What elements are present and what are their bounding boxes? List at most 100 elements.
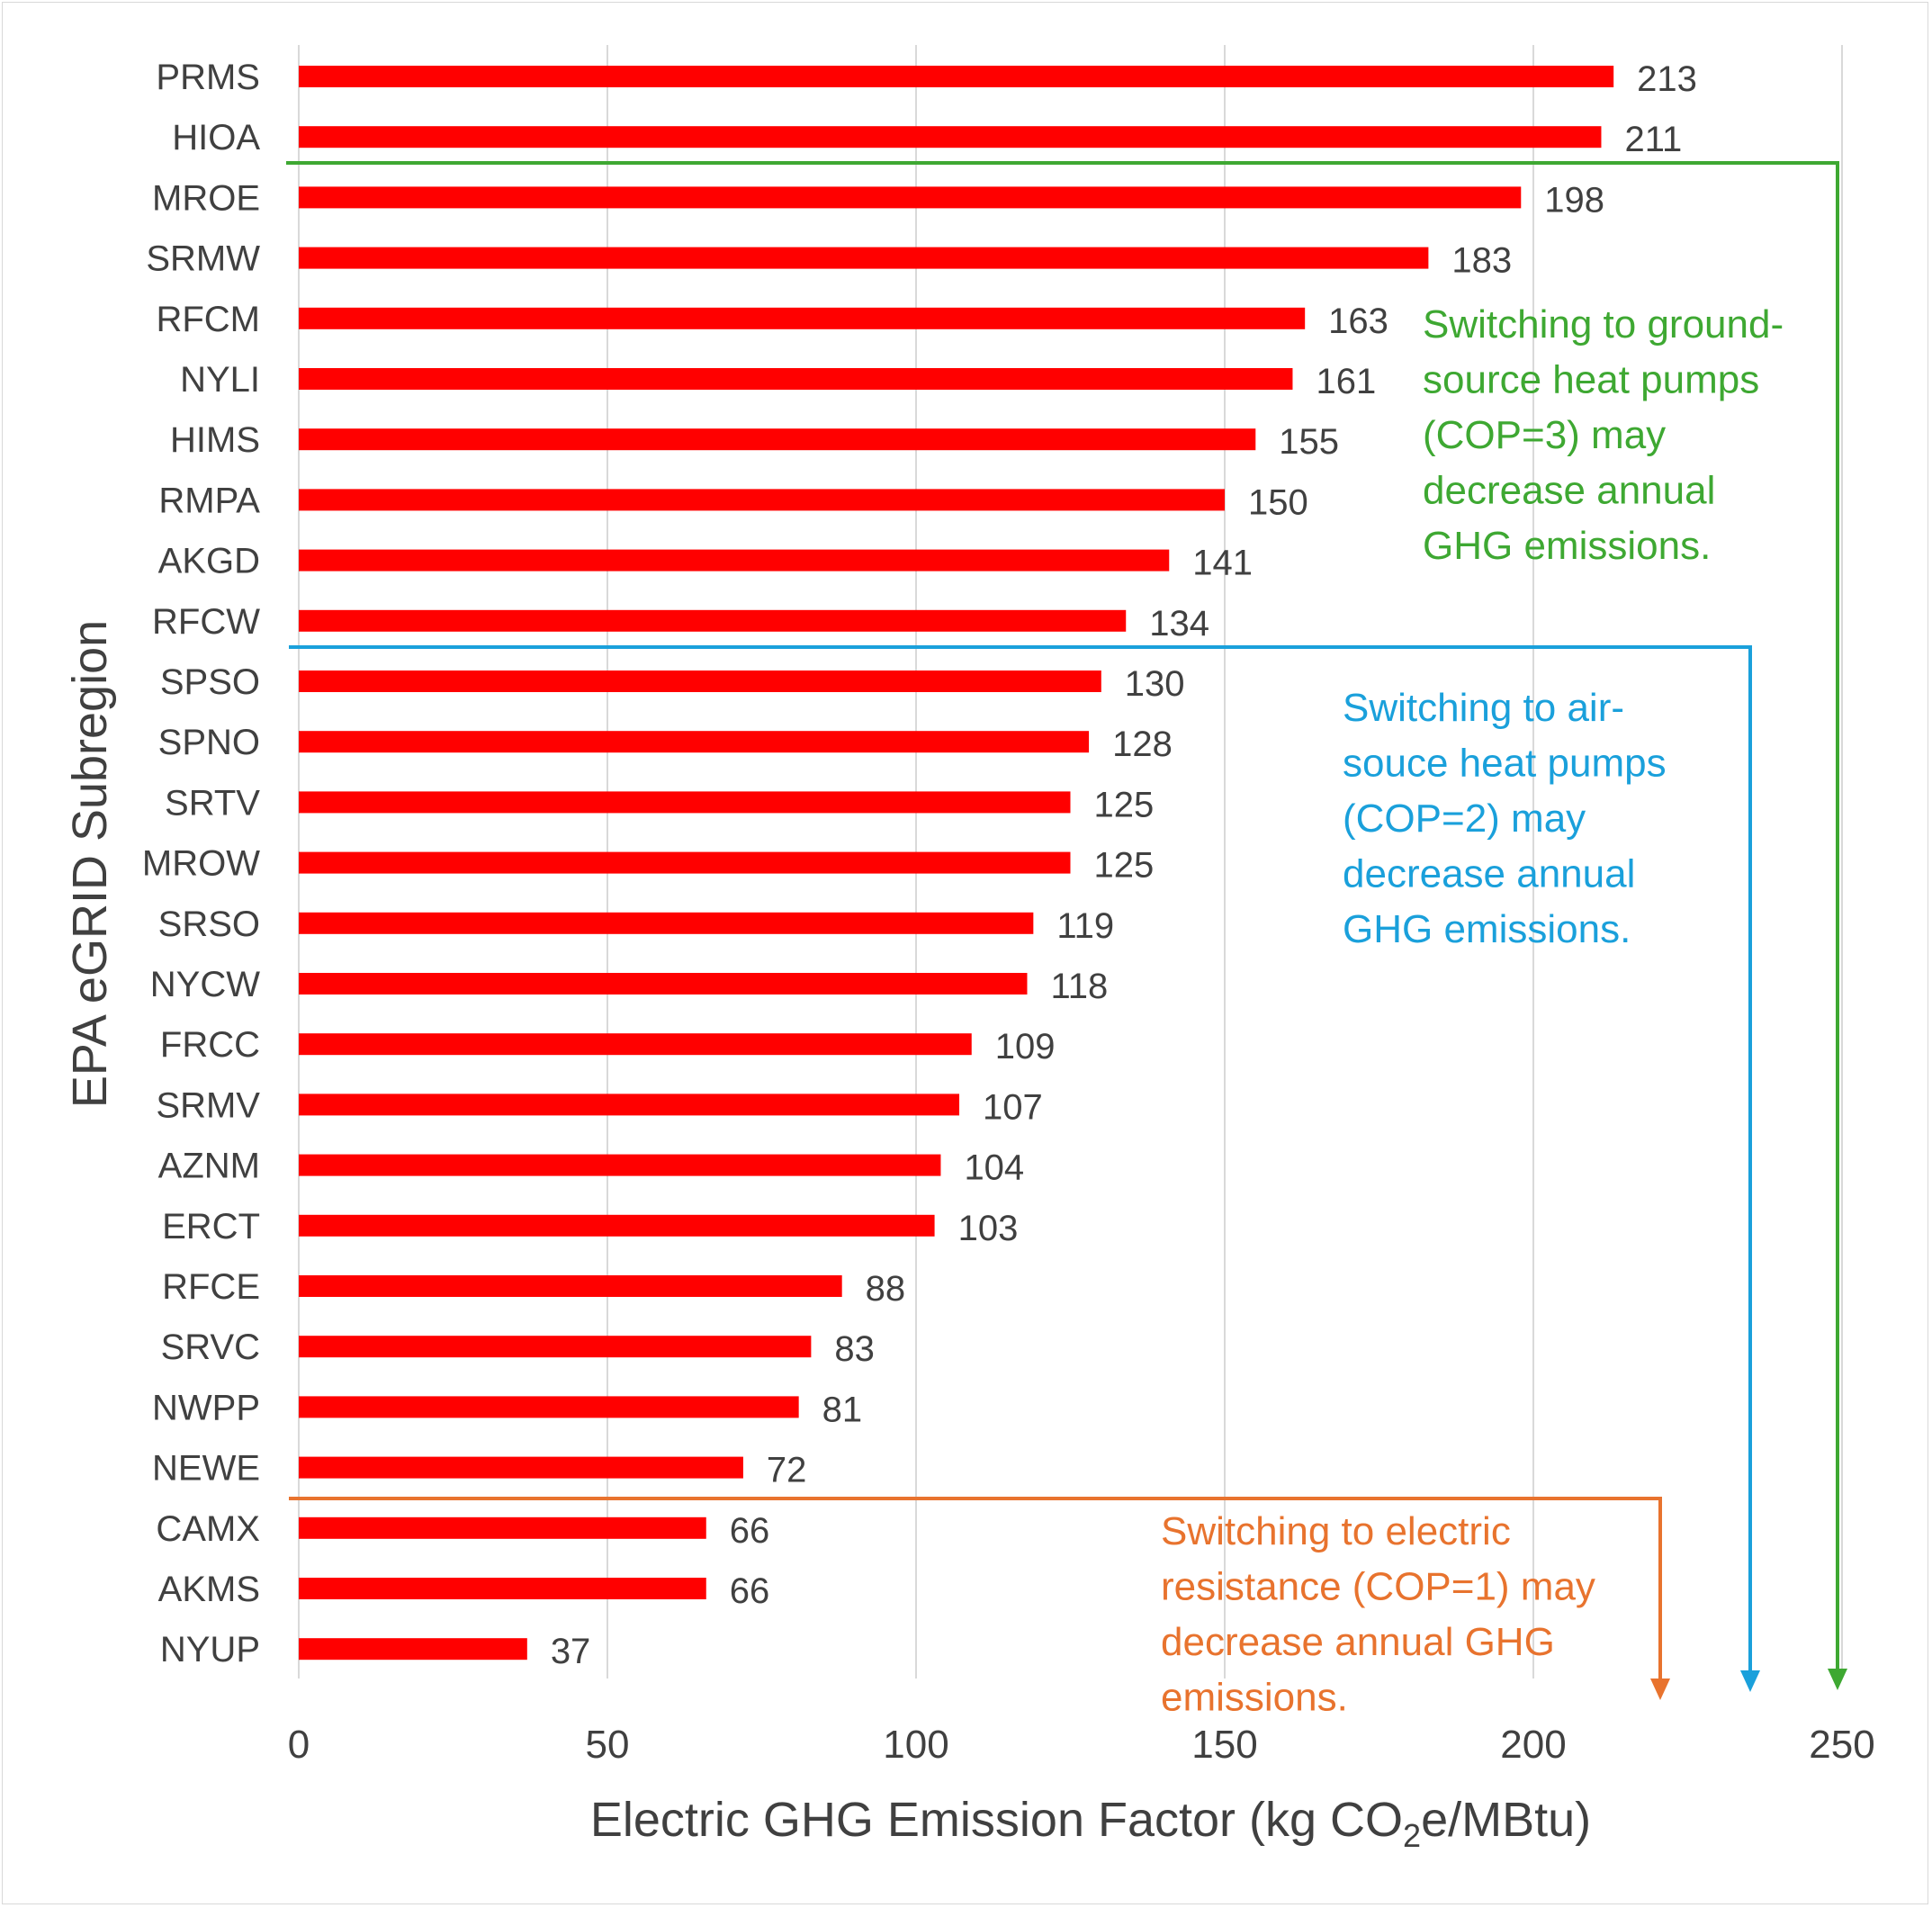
- annotation-line: (COP=2) may: [1343, 796, 1586, 841]
- category-label: AZNM: [158, 1147, 260, 1186]
- x-axis-title-subscript: 2: [1403, 1817, 1421, 1854]
- bar-rmpa: [299, 489, 1225, 511]
- category-label: SPNO: [158, 723, 260, 762]
- y-axis-title: EPA eGRID Subregion: [63, 620, 117, 1108]
- electric-resistance-arrowhead-icon: [1650, 1678, 1670, 1700]
- x-tick-label: 50: [586, 1723, 630, 1767]
- bar-nyup: [299, 1638, 527, 1660]
- data-label: 134: [1149, 604, 1209, 644]
- data-label: 104: [964, 1148, 1024, 1188]
- data-label: 83: [834, 1329, 875, 1369]
- bar-rfce: [299, 1275, 842, 1297]
- category-label: NYLI: [180, 360, 260, 400]
- category-label: AKMS: [158, 1570, 260, 1609]
- category-label: SRVC: [161, 1328, 260, 1367]
- annotation-line: Switching to ground-: [1423, 302, 1784, 346]
- bar-akgd: [299, 549, 1170, 572]
- data-label: 125: [1094, 846, 1155, 886]
- annotation-line: GHG emissions.: [1423, 524, 1711, 568]
- data-label: 66: [730, 1511, 770, 1551]
- annotation-line: decrease annual GHG: [1161, 1620, 1555, 1664]
- category-label: CAMX: [156, 1509, 260, 1549]
- bar-camx: [299, 1516, 706, 1539]
- bar-rfcm: [299, 307, 1306, 329]
- x-tick-label: 0: [288, 1723, 310, 1767]
- data-label: 183: [1451, 241, 1512, 281]
- category-label: RMPA: [158, 481, 260, 520]
- bar-srso: [299, 912, 1034, 934]
- annotation-line: GHG emissions.: [1343, 907, 1631, 951]
- bar-rfcw: [299, 609, 1127, 632]
- category-label: HIOA: [172, 118, 260, 158]
- data-label: 107: [983, 1087, 1043, 1127]
- category-label: FRCC: [160, 1025, 260, 1065]
- ground-source-arrowhead-icon: [1828, 1669, 1847, 1690]
- category-label: AKGD: [158, 542, 260, 581]
- bar-mroe: [299, 186, 1522, 209]
- bar-newe: [299, 1456, 743, 1479]
- annotations: Switching to ground-source heat pumps (CO…: [286, 161, 1847, 1720]
- data-label: 37: [551, 1632, 591, 1671]
- x-tick-label: 200: [1500, 1723, 1566, 1767]
- annotation-line: resistance (COP=1) may: [1161, 1565, 1595, 1609]
- annotation-line: emissions.: [1161, 1676, 1348, 1720]
- category-label: HIMS: [170, 420, 260, 460]
- data-label: 150: [1248, 482, 1308, 522]
- annotation-line: souce heat pumps: [1343, 742, 1667, 786]
- bar-hims: [299, 428, 1256, 451]
- category-label: RFCM: [156, 300, 260, 339]
- x-axis-title: Electric GHG Emission Factor (kg CO2e/MB…: [590, 1793, 1591, 1854]
- category-label: ERCT: [162, 1207, 260, 1246]
- bar-srvc: [299, 1336, 812, 1358]
- bar-nycw: [299, 973, 1028, 994]
- data-label: 125: [1094, 785, 1155, 824]
- data-label: 88: [866, 1269, 906, 1309]
- bar-aznm: [299, 1154, 941, 1176]
- category-label: SRMW: [146, 239, 260, 279]
- category-label: RFCE: [162, 1267, 260, 1307]
- bar-frcc: [299, 1033, 972, 1056]
- bar-spso: [299, 670, 1101, 692]
- category-label: SRTV: [165, 783, 260, 823]
- category-label: NWPP: [152, 1388, 260, 1427]
- x-tick-label: 100: [883, 1723, 948, 1767]
- bar-prms: [299, 66, 1614, 87]
- data-label: 141: [1192, 544, 1253, 583]
- category-label: SRMV: [156, 1085, 260, 1125]
- data-label: 119: [1056, 906, 1114, 946]
- annotation-line: (COP=3) may: [1423, 413, 1666, 457]
- data-label: 155: [1279, 422, 1339, 462]
- air-source-annotation-text: Switching to air-souce heat pumps (COP=2)…: [1343, 686, 1667, 951]
- data-label: 66: [730, 1571, 770, 1611]
- category-label: NEWE: [152, 1449, 260, 1489]
- bar-nwpp: [299, 1396, 799, 1418]
- bar-srmw: [299, 247, 1429, 269]
- data-label: 72: [767, 1451, 807, 1490]
- data-label: 211: [1624, 120, 1682, 159]
- electric-resistance-bracket-line: [289, 1497, 1662, 1682]
- category-label: SPSO: [160, 662, 260, 702]
- category-label: MROW: [142, 844, 260, 884]
- bar-srmv: [299, 1094, 960, 1116]
- data-label: 198: [1544, 180, 1604, 220]
- data-label: 163: [1328, 302, 1388, 341]
- x-tick-label: 150: [1191, 1723, 1257, 1767]
- data-label: 128: [1112, 724, 1173, 764]
- data-label: 118: [1050, 967, 1108, 1006]
- bar-mrow: [299, 851, 1071, 874]
- data-label: 103: [958, 1209, 1019, 1248]
- data-label: 130: [1125, 664, 1185, 704]
- air-source-bracket-line: [289, 645, 1752, 1674]
- bar-spno: [299, 731, 1090, 753]
- electric-resistance-annotation-text: Switching to electric resistance (COP=1) …: [1161, 1509, 1595, 1720]
- annotation-line: Switching to air-: [1343, 686, 1624, 730]
- data-label: 213: [1637, 59, 1697, 99]
- air-source-arrowhead-icon: [1740, 1670, 1760, 1692]
- bar-srtv: [299, 791, 1071, 814]
- category-labels: PRMS HIOA MROE SRMW RFCM NYLI HIMS RMPA AKGD RFCW…: [142, 58, 260, 1670]
- value-labels: 213 211 198 183 163 161 155 150 141 134 130 128 125 1…: [551, 59, 1697, 1671]
- annotation-line: decrease annual: [1423, 469, 1715, 513]
- data-label: 161: [1316, 362, 1376, 401]
